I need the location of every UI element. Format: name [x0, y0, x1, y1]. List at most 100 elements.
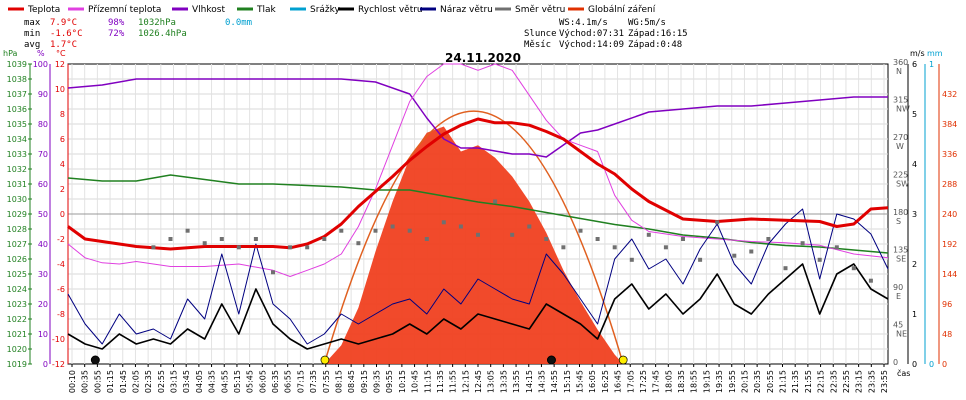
series-point-wind-direction	[322, 237, 327, 241]
series-point-wind-direction	[732, 253, 737, 258]
series-point-wind-direction	[663, 245, 668, 250]
series-point-wind-direction	[766, 237, 771, 241]
series-point-wind-direction	[253, 237, 258, 241]
series-point-wind-direction	[373, 228, 378, 233]
tick-hpa: 1026	[7, 255, 27, 264]
tick-hpa: 1027	[7, 240, 27, 249]
x-tick-label: 05:45	[246, 370, 255, 393]
x-tick-label: 06:05	[258, 370, 267, 393]
axis-unit-hpa: hPa	[3, 49, 18, 58]
sun-marker	[618, 355, 628, 365]
legend-label: Rychlost větru	[358, 5, 423, 15]
series-line-tlak	[67, 174, 889, 254]
x-tick-label: 23:55	[880, 370, 889, 393]
x-axis-label: čas	[897, 368, 910, 378]
tick-rad: 432	[942, 90, 957, 99]
series-point-wind-direction	[715, 220, 720, 225]
x-tick-label: 07:35	[309, 370, 318, 393]
tick-hpa: 1035	[7, 120, 27, 129]
info-sunrise: Východ:07:31	[559, 29, 624, 39]
tick-dir-deg: 0	[893, 358, 898, 367]
series-point-wind-direction	[681, 237, 685, 241]
x-tick-label: 20:35	[753, 370, 762, 393]
tick-dir-name: SE	[896, 255, 906, 264]
x-tick-label: 17:05	[626, 370, 635, 393]
series-point-wind-direction	[476, 232, 480, 237]
x-tick-label: 23:15	[855, 370, 864, 393]
series-point-wind-direction	[783, 266, 788, 271]
axis-unit-pct: %	[37, 49, 45, 58]
series-point-wind-direction	[219, 237, 224, 241]
tick-temp: -10	[52, 335, 65, 344]
series-layer	[67, 63, 889, 365]
stat-max-hum: 98%	[108, 18, 125, 28]
series-point-wind-direction	[441, 220, 446, 225]
stat-max-temp: 7.9°C	[50, 18, 77, 28]
x-tick-label: 13:35	[499, 370, 508, 393]
tick-pct: 100	[33, 60, 48, 69]
series-line-teplota	[67, 117, 889, 251]
x-tick-label: 05:15	[233, 370, 242, 393]
tick-hpa: 1020	[7, 345, 27, 354]
tick-hpa: 1039	[7, 60, 27, 69]
series-point-wind-direction	[305, 245, 310, 250]
tick-pct: 60	[38, 180, 48, 189]
tick-hpa: 1028	[7, 225, 27, 234]
tick-temp: -8	[57, 310, 65, 319]
tick-dir-deg: 135	[893, 246, 908, 255]
tick-pct: 30	[38, 270, 48, 279]
tick-hpa: 1030	[7, 195, 27, 204]
series-point-wind-direction	[817, 257, 822, 262]
tick-hpa: 1037	[7, 90, 27, 99]
x-tick-label: 02:35	[144, 370, 153, 393]
x-tick-label: 20:15	[740, 370, 749, 393]
axis-unit-wind: m/s	[910, 49, 925, 58]
series-point-wind-direction	[561, 245, 566, 250]
tick-hpa: 1024	[7, 285, 27, 294]
x-tick-label: 07:55	[322, 370, 331, 393]
x-tick-label: 07:15	[296, 370, 305, 393]
tick-dir-name: E	[896, 292, 901, 301]
series-point-wind-direction	[510, 232, 515, 237]
x-tick-label: 21:35	[791, 370, 800, 393]
tick-rad: 144	[942, 270, 957, 279]
series-point-wind-direction	[390, 224, 395, 229]
tick-hpa: 1036	[7, 105, 27, 114]
x-tick-label: 18:55	[690, 370, 699, 393]
series-point-wind-direction	[646, 232, 651, 237]
tick-pct: 90	[38, 90, 48, 99]
series-point-wind-direction	[800, 241, 805, 246]
axis-unit-rain: mm	[927, 49, 943, 58]
x-tick-label: 20:55	[766, 370, 775, 393]
stat-min-hum: 72%	[108, 29, 125, 39]
tick-dir-deg: 315	[893, 96, 908, 105]
series-point-wind-direction	[851, 266, 856, 271]
info-ws: WS:4.1m/s	[559, 18, 608, 28]
stat-max-press: 1032hPa	[138, 18, 176, 28]
series-envelope-radiation	[323, 110, 624, 365]
legend-label: Náraz větru	[440, 5, 493, 15]
series-point-wind-direction	[458, 224, 463, 229]
tick-temp: 6	[60, 135, 65, 144]
tick-rad: 0	[942, 360, 947, 369]
x-tick-label: 11:35	[436, 370, 445, 393]
x-tick-label: 17:25	[639, 370, 648, 393]
info-moon-label: Měsíc	[524, 40, 551, 50]
x-tick-label: 09:35	[373, 370, 382, 393]
x-tick-label: 03:45	[182, 370, 191, 393]
x-tick-label: 15:15	[563, 370, 572, 393]
x-tick-label: 14:15	[525, 370, 534, 393]
tick-dir-deg: 360	[893, 58, 908, 67]
series-line-n-raz-v-tru	[67, 208, 889, 345]
stat-min-press: 1026.4hPa	[138, 29, 187, 39]
series-point-wind-direction	[288, 245, 293, 250]
series-point-wind-direction	[407, 228, 412, 233]
series-point-wind-direction	[612, 245, 617, 250]
x-tick-label: 03:15	[170, 370, 179, 393]
left-axes: hPa 1039 1038 1037 1036 1035 1034 1033 1032 1031 1…	[3, 49, 69, 369]
sun-marker	[320, 355, 330, 365]
x-tick-label: 00:10	[68, 370, 77, 393]
x-tick-label: 06:55	[284, 370, 293, 393]
legend-label: Teplota	[27, 5, 60, 15]
tick-pct: 50	[38, 210, 48, 219]
